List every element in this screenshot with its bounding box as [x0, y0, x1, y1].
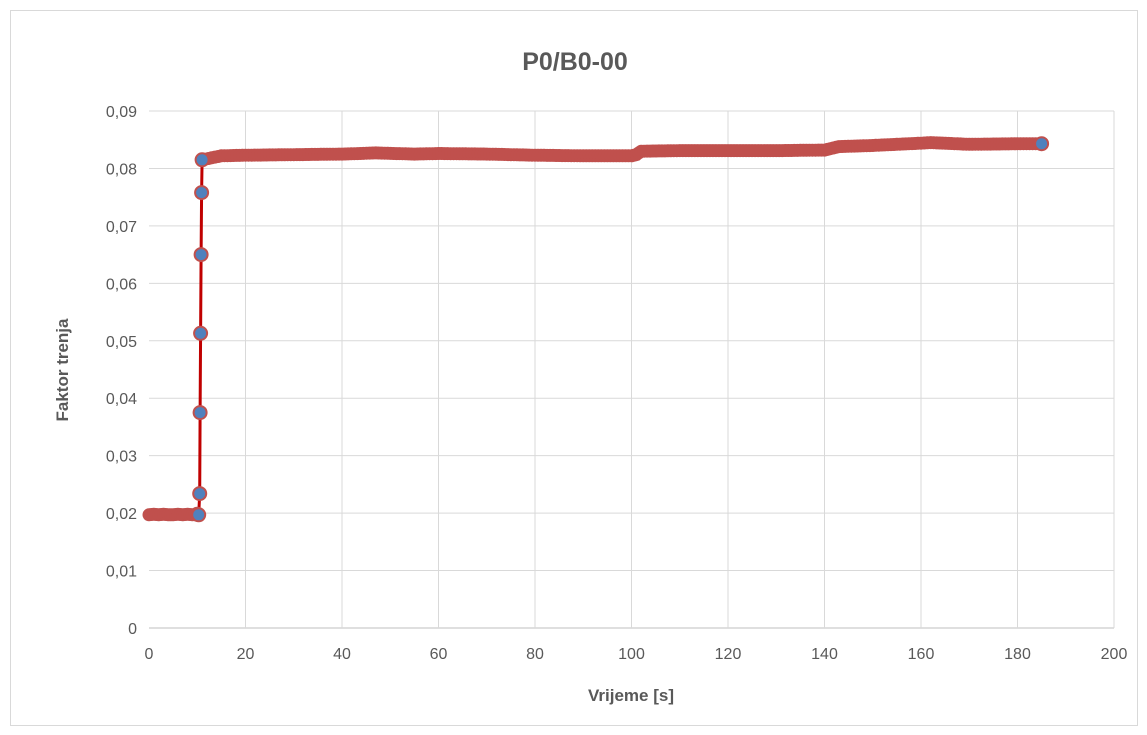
data-point — [193, 247, 209, 263]
x-tick-label: 60 — [430, 646, 448, 663]
y-tick-label: 0 — [128, 621, 137, 638]
chart-area — [10, 10, 1138, 726]
x-tick-label: 160 — [908, 646, 935, 663]
data-point — [191, 507, 207, 523]
y-tick-label: 0,06 — [106, 276, 137, 293]
x-tick-label: 40 — [333, 646, 351, 663]
x-tick-label: 0 — [145, 646, 154, 663]
y-tick-label: 0,04 — [106, 391, 137, 408]
x-tick-label: 140 — [811, 646, 838, 663]
data-point — [193, 325, 209, 341]
y-tick-label: 0,05 — [106, 334, 137, 351]
x-axis-title: Vrijeme [s] — [588, 686, 674, 705]
x-tick-label: 200 — [1101, 646, 1128, 663]
y-tick-label: 0,02 — [106, 506, 137, 523]
y-tick-label: 0,01 — [106, 564, 137, 581]
data-point — [192, 486, 208, 502]
y-axis-title: Faktor trenja — [53, 318, 72, 422]
x-tick-label: 20 — [237, 646, 255, 663]
x-tick-label: 120 — [715, 646, 742, 663]
x-tick-label: 80 — [526, 646, 544, 663]
y-tick-label: 0,09 — [106, 104, 137, 121]
x-tick-label: 100 — [618, 646, 645, 663]
series-line — [148, 141, 1042, 517]
data-point — [192, 405, 208, 421]
chart-title: P0/B0-00 — [522, 48, 628, 76]
y-tick-label: 0,03 — [106, 449, 137, 466]
y-tick-label: 0,07 — [106, 219, 137, 236]
data-point — [1034, 136, 1050, 152]
data-point — [194, 152, 210, 168]
x-tick-label: 180 — [1004, 646, 1031, 663]
data-point — [194, 185, 210, 201]
y-tick-label: 0,08 — [106, 161, 137, 178]
